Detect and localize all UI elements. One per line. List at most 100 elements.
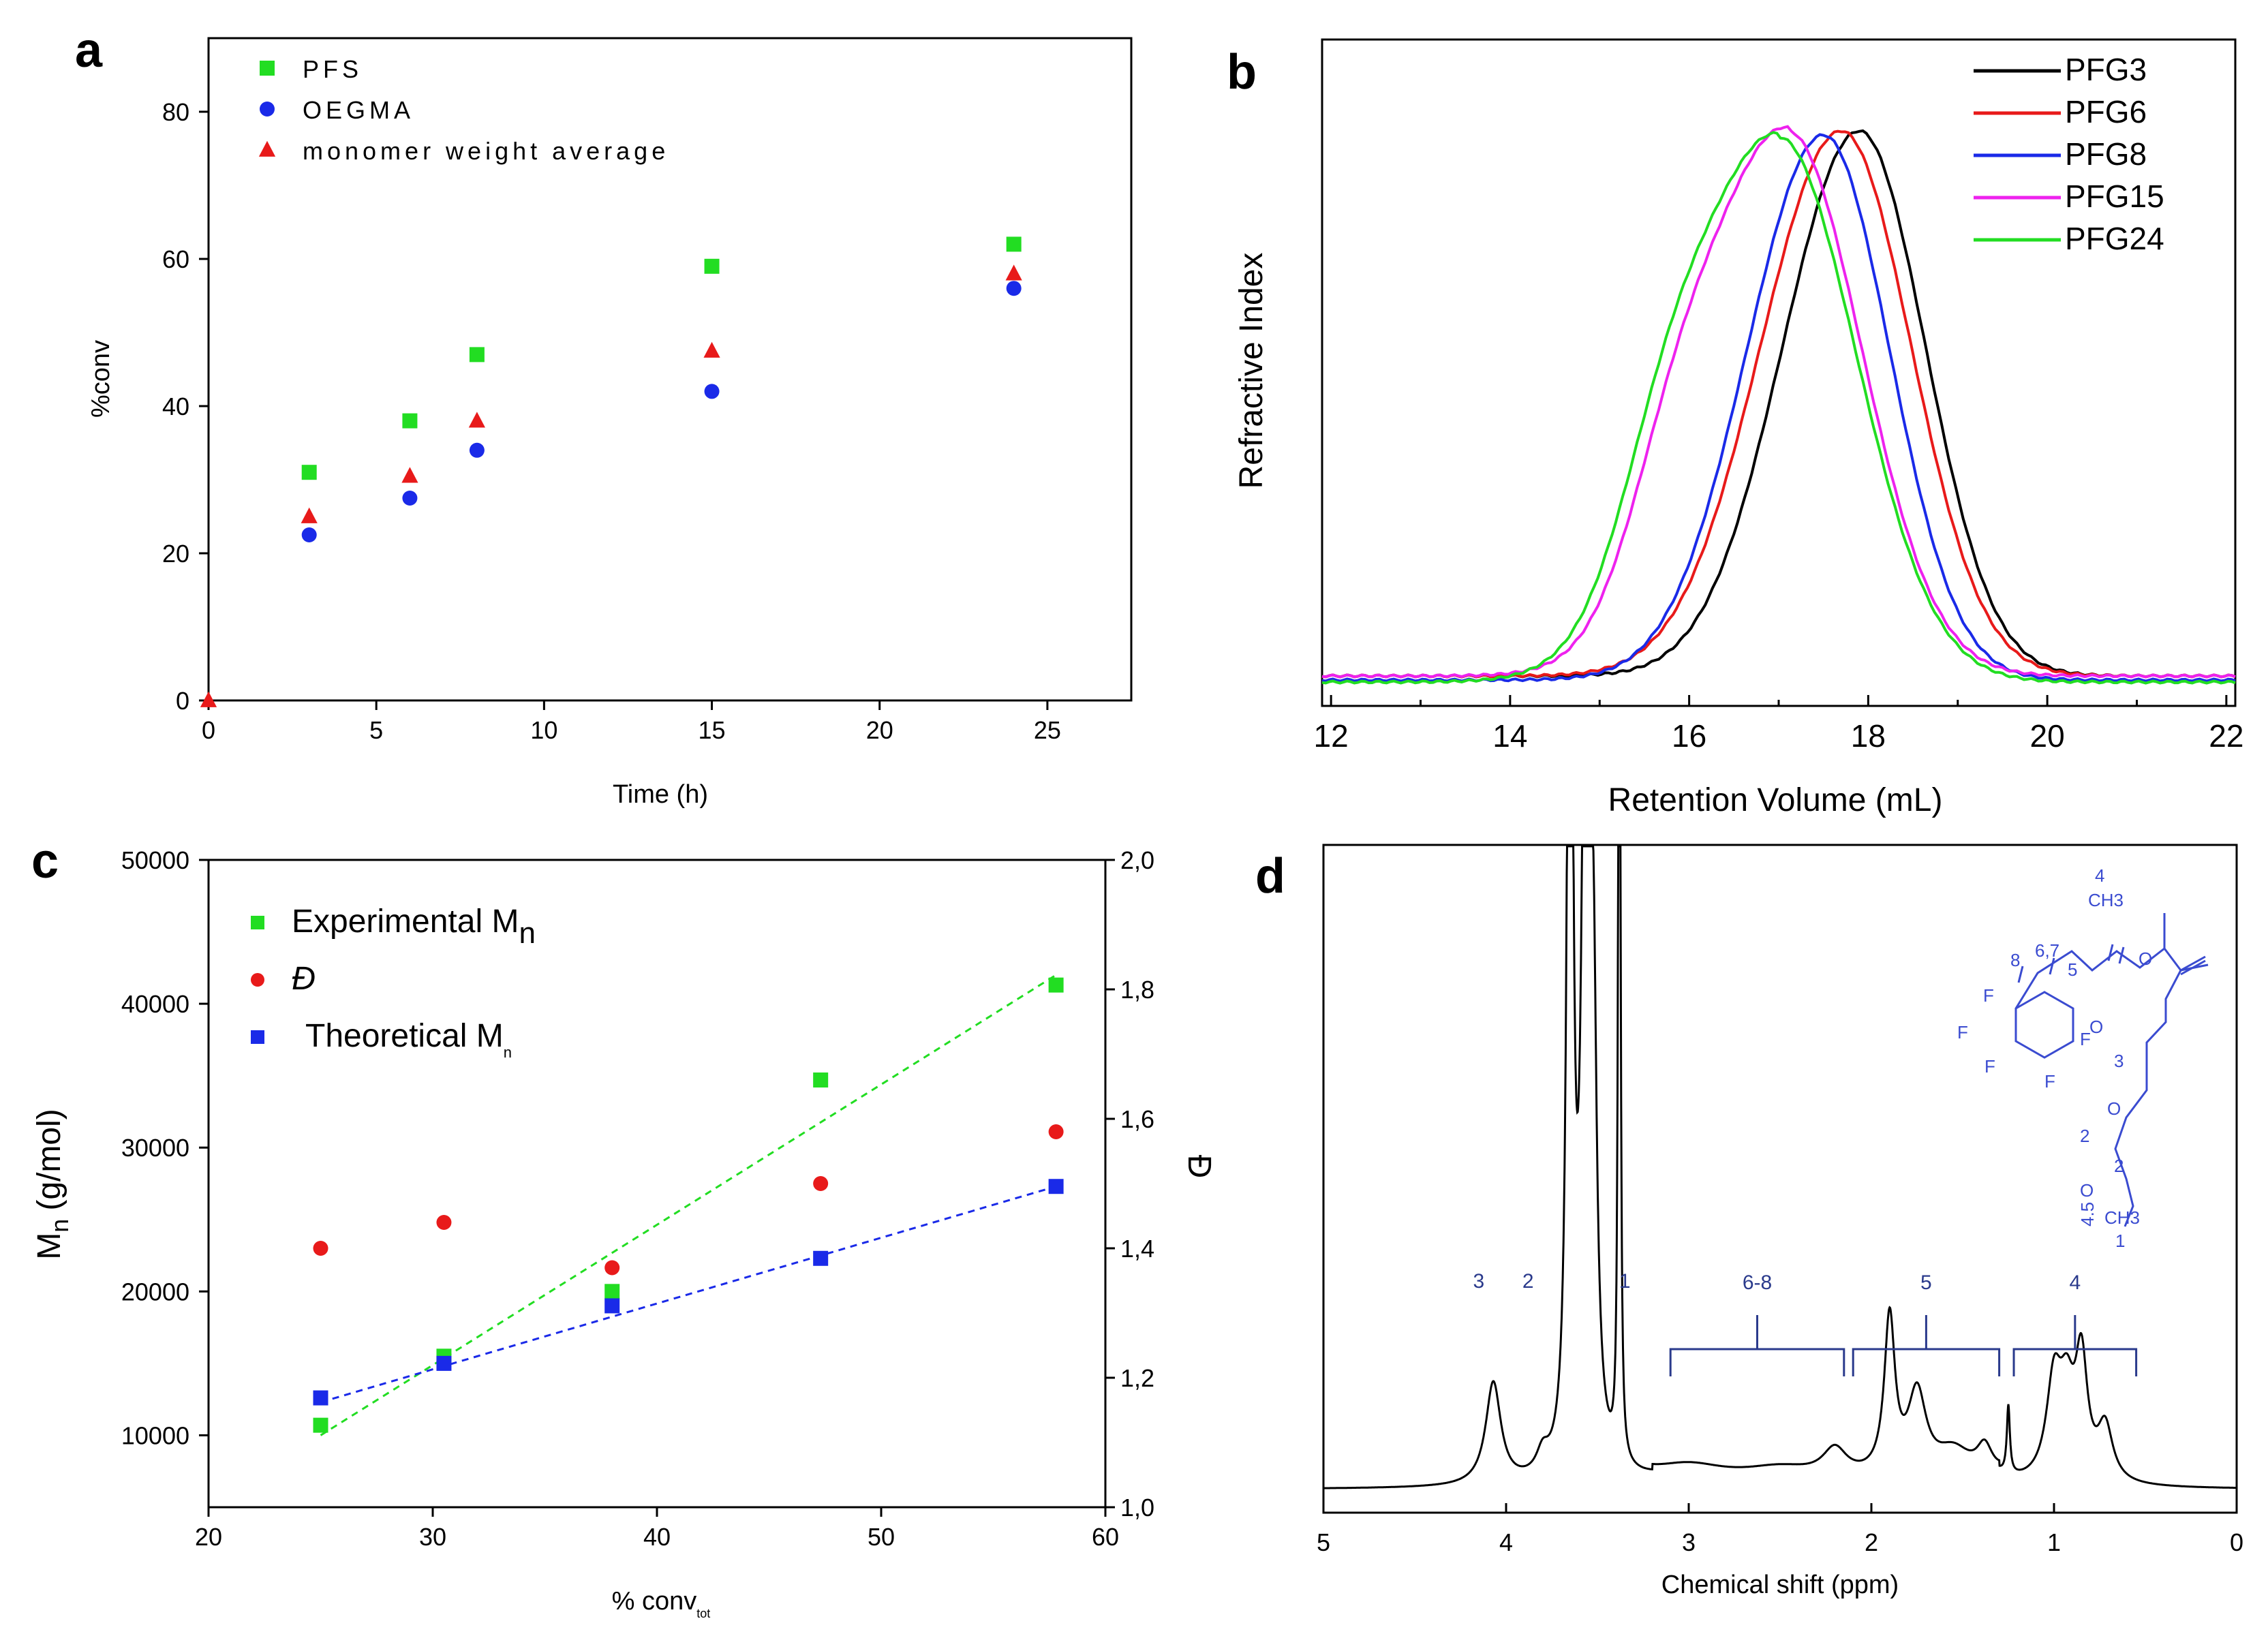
panel-b-legend-label: PFG15 [2065,179,2164,214]
panel-c-point-0-4 [1048,977,1064,993]
panel-c-axes: 20 30 40 50 60 10000 20000 30000 40000 50000 1,0 1,… [121,846,1154,1551]
structure-label-5: 5 [2068,959,2077,980]
panel-c-fit-line-0 [320,974,1057,1436]
panel-c-label: c [31,834,59,889]
panel-a-y-axis-label: %conv [87,340,115,418]
panel-a-legend-label: OEGMA [303,96,414,124]
panel-c-legend-marker [251,973,264,987]
panel-c-x-tick-label: 40 [643,1523,671,1551]
panel-a-x-tick-label: 20 [866,716,893,744]
panel-b-series-pfg15 [1321,125,2236,679]
panel-d-marks [1323,845,2237,1490]
panel-c-legend-marker [251,1030,264,1044]
panel-c-point-1-4 [1048,1124,1064,1139]
panel-c-x-tick-label: 30 [419,1523,446,1551]
panel-c-point-2-2 [604,1298,620,1314]
panel-a-legend: PFS OEGMA monomer weight average [258,55,665,165]
panel-c-point-2-1 [436,1355,452,1371]
panel-a-point-oegma-3 [704,384,720,399]
panel-c-y2-tick-label: 1,2 [1120,1364,1154,1392]
structure-label-ch3-bottom: CH3 [2104,1207,2140,1228]
panel-d-x-tick-label: 5 [1317,1528,1330,1556]
panel-d-label: d [1255,849,1285,904]
panel-a-point-monomer-weight-average-2 [401,467,418,483]
panel-c: c 20 30 40 50 60 10000 20000 30000 40000 50000 1,0… [31,834,1217,1620]
panel-b-x-tick-label: 16 [1672,718,1706,754]
panel-d-x-tick-label: 1 [2047,1528,2061,1556]
panel-a: a 0 5 10 15 20 25 0 20 40 60 80 PFS OEGMA monomer we… [75,23,1133,809]
panel-c-y2-tick-label: 1,8 [1120,976,1154,1004]
panel-a-point-monomer-weight-average-4 [703,341,720,358]
panel-a-axes: 0 5 10 15 20 25 0 20 40 60 80 [162,98,1061,744]
panel-c-point-0-3 [813,1072,829,1087]
panel-c-y-axis-label-sub: n [46,1219,74,1233]
panel-c-point-1-2 [604,1260,620,1276]
panel-c-point-2-4 [1048,1179,1064,1194]
panel-c-y2-tick-label: 1,0 [1120,1494,1154,1522]
panel-d-peak-label: 1 [1619,1270,1631,1293]
panel-a-point-pfs-2 [469,347,485,362]
panel-d-axes: 5 4 3 2 1 0 [1317,1503,2243,1556]
panel-d-bracket [1852,1315,2001,1376]
panel-a-x-tick-label: 15 [699,716,726,744]
structure-label-o-ether: O [2107,1098,2121,1119]
panel-b-marks [1321,125,2236,685]
panel-c-legend-label: Đ [292,961,316,997]
panel-d-bracket [1669,1315,1845,1376]
panel-b-y-axis-label: Refractive Index [1233,253,1270,489]
panel-b-legend-label: PFG8 [2065,136,2147,172]
panel-c-point-1-1 [436,1215,452,1230]
panel-c-marks [313,974,1064,1436]
panel-c-y-tick-label: 10000 [121,1421,189,1449]
panel-a-plot-frame [207,37,1133,702]
panel-c-x-tick-label: 20 [195,1523,222,1551]
panel-a-y-tick-label: 20 [162,540,189,568]
panel-a-legend-marker [260,61,275,76]
structure-label-2b: 2 [2114,1156,2124,1176]
structure-label-3: 3 [2114,1051,2124,1071]
panel-d-x-tick-label: 4 [1499,1528,1513,1556]
panel-d-peak-label: 2 [1522,1270,1534,1293]
panel-c-legend-label: Experimental Mn [292,904,536,950]
panel-b-axes: 12 14 16 18 20 22 [1314,695,2243,754]
panel-c-y2-tick-label: 2,0 [1120,846,1154,874]
structure-label-4: 4 [2095,865,2104,886]
structure-benzene-ring [2014,991,2074,1059]
panel-d-bracket-label: 5 [1920,1271,1932,1294]
panel-b-series-pfg24 [1321,131,2236,685]
panel-c-y2-axis-label: Đ [1181,1155,1217,1179]
structure-label-f2: F [1957,1022,1968,1043]
panel-b-x-tick-label: 18 [1851,718,1886,754]
structure-carbonyl [2180,955,2206,976]
structure-label-2a: 2 [2080,1126,2089,1146]
panel-c-y-tick-label: 50000 [121,846,189,874]
panel-d-peak-label: 3 [1473,1270,1484,1293]
panel-a-y-tick-label: 60 [162,245,189,273]
panel-a-point-monomer-weight-average-3 [468,412,485,428]
panel-a-x-axis-label: Time (h) [613,780,708,809]
structure-label-f5: F [2044,1071,2055,1092]
structure-label-f1: F [1983,985,1994,1006]
structure-label-o-ester: O [2089,1017,2103,1037]
panel-b-legend-label: PFG3 [2065,52,2147,87]
panel-a-marks [200,236,1022,707]
panel-a-x-tick-label: 5 [369,716,383,744]
structure-label-o-carbonyl: O [2139,948,2152,969]
panel-d-x-tick-label: 0 [2230,1528,2243,1556]
panel-a-point-monomer-weight-average-0 [200,691,217,707]
structure-label-f3: F [1984,1056,1995,1077]
panel-c-plot-frame [207,859,1107,1509]
structure-bracket-right [2107,944,2125,964]
panel-b-series-pfg8 [1321,133,2236,683]
panel-a-point-pfs-1 [402,413,418,429]
panel-c-point-0-0 [313,1417,328,1433]
panel-c-x-tick-label: 60 [1092,1523,1119,1551]
panel-c-point-2-3 [813,1250,829,1266]
panel-d-x-axis-label: Chemical shift (ppm) [1661,1571,1899,1599]
panel-c-y2-tick-label: 1,6 [1120,1105,1154,1133]
panel-d-plot-frame [1322,844,2238,1514]
panel-b-x-tick-label: 12 [1314,718,1349,754]
panel-c-point-0-2 [604,1284,620,1299]
panel-a-legend-marker [258,140,276,157]
panel-a-y-tick-label: 0 [176,687,189,715]
